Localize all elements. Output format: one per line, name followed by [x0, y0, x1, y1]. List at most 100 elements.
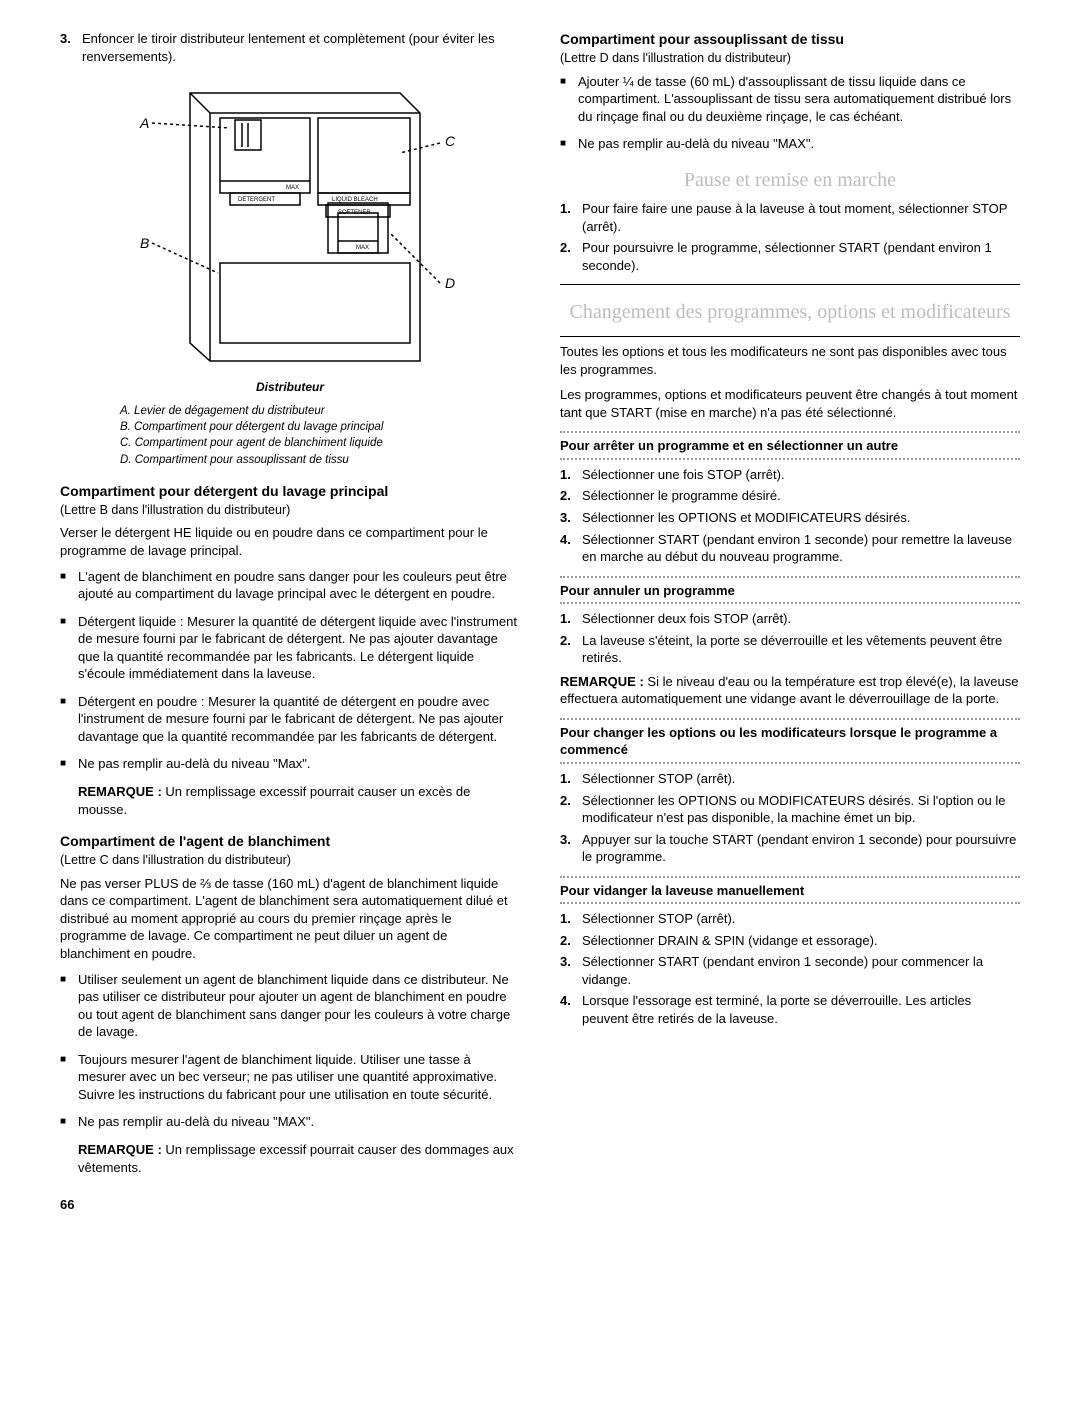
step-num: 2. — [560, 792, 582, 827]
sub1-s4: 4.Sélectionner START (pendant environ 1 … — [560, 531, 1020, 566]
sec2-title: Compartiment de l'agent de blanchiment — [60, 832, 520, 851]
step-text: Sélectionner START (pendant environ 1 se… — [582, 531, 1020, 566]
sub3-s2: 2.Sélectionner les OPTIONS ou MODIFICATE… — [560, 792, 1020, 827]
page-number: 66 — [60, 1196, 520, 1214]
step-num: 1. — [560, 770, 582, 788]
sub1-title: Pour arrêter un programme et en sélectio… — [560, 433, 1020, 458]
step-text: Sélectionner le programme désiré. — [582, 487, 1020, 505]
step-text: Sélectionner une fois STOP (arrêt). — [582, 466, 1020, 484]
sec1-b3: Détergent en poudre : Mesurer la quantit… — [78, 693, 520, 746]
sub4-s4: 4.Lorsque l'essorage est terminé, la por… — [560, 992, 1020, 1027]
step-text: La laveuse s'éteint, la porte se déverro… — [582, 632, 1020, 667]
divider — [560, 284, 1020, 285]
legend-d: D. Compartiment pour assouplissant de ti… — [120, 452, 520, 468]
step-num: 2. — [560, 632, 582, 667]
step-3: 3. Enfoncer le tiroir distributeur lente… — [60, 30, 520, 65]
sub4-title: Pour vidanger la laveuse manuellement — [560, 878, 1020, 903]
sec1-remark: REMARQUE : Un remplissage excessif pourr… — [78, 783, 520, 818]
step-text: Appuyer sur la touche START (pendant env… — [582, 831, 1020, 866]
dispenser-svg: A B C D MAX DETERGENT LIQUID BLEACH SOFT… — [100, 73, 480, 373]
change-p1: Toutes les options et tous les modificat… — [560, 343, 1020, 378]
divider — [560, 336, 1020, 337]
step-num: 1. — [560, 910, 582, 928]
legend-b: B. Compartiment pour détergent du lavage… — [120, 419, 520, 435]
bullet-icon: ■ — [60, 1113, 78, 1131]
sub1-s3: 3.Sélectionner les OPTIONS et MODIFICATE… — [560, 509, 1020, 527]
sec2-sub: (Lettre C dans l'illustration du distrib… — [60, 852, 520, 869]
sub1-box: Pour arrêter un programme et en sélectio… — [560, 431, 1020, 460]
step-text: Pour faire faire une pause à la laveuse … — [582, 200, 1020, 235]
step-num: 3. — [560, 953, 582, 988]
step-text: Pour poursuivre le programme, sélectionn… — [582, 239, 1020, 274]
left-column: 3. Enfoncer le tiroir distributeur lente… — [60, 30, 520, 1214]
step-num: 1. — [560, 200, 582, 235]
sec1-b2: Détergent liquide : Mesurer la quantité … — [78, 613, 520, 683]
bullet-icon: ■ — [560, 73, 578, 126]
change-p2: Les programmes, options et modificateurs… — [560, 386, 1020, 421]
diagram-caption: Distributeur — [60, 379, 520, 395]
remark-label: REMARQUE : — [560, 674, 644, 689]
sec3-sub: (Lettre D dans l'illustration du distrib… — [560, 50, 1020, 67]
step-text: Sélectionner les OPTIONS et MODIFICATEUR… — [582, 509, 1020, 527]
sub1-s2: 2.Sélectionner le programme désiré. — [560, 487, 1020, 505]
bullet-icon: ■ — [60, 613, 78, 683]
step-num: 2. — [560, 239, 582, 274]
sub2-box: Pour annuler un programme — [560, 576, 1020, 605]
dash-line — [560, 602, 1020, 604]
sub2-remark: REMARQUE : Si le niveau d'eau ou la temp… — [560, 673, 1020, 708]
sec2-b1: Utiliser seulement un agent de blanchime… — [78, 971, 520, 1041]
label-d: D — [445, 275, 455, 291]
sec2-intro: Ne pas verser PLUS de ⅔ de tasse (160 mL… — [60, 875, 520, 963]
legend-c: C. Compartiment pour agent de blanchimen… — [120, 435, 520, 451]
pause-step-2: 2.Pour poursuivre le programme, sélectio… — [560, 239, 1020, 274]
dash-line — [560, 902, 1020, 904]
sub1-s1: 1.Sélectionner une fois STOP (arrêt). — [560, 466, 1020, 484]
dash-line — [560, 458, 1020, 460]
diagram-legend: A. Levier de dégagement du distributeur … — [120, 403, 520, 467]
right-column: Compartiment pour assouplissant de tissu… — [560, 30, 1020, 1214]
sec1-title: Compartiment pour détergent du lavage pr… — [60, 482, 520, 501]
bullet-icon: ■ — [60, 755, 78, 773]
sub3-s3: 3.Appuyer sur la touche START (pendant e… — [560, 831, 1020, 866]
step-num: 1. — [560, 610, 582, 628]
step-num: 4. — [560, 992, 582, 1027]
pause-heading: Pause et remise en marche — [560, 167, 1020, 194]
txt-max: MAX — [286, 185, 299, 191]
sub2-title: Pour annuler un programme — [560, 578, 1020, 603]
sec3-b2: Ne pas remplir au-delà du niveau "MAX". — [578, 135, 1020, 153]
sec1-intro: Verser le détergent HE liquide ou en pou… — [60, 524, 520, 559]
sub4-box: Pour vidanger la laveuse manuellement — [560, 876, 1020, 905]
sub2-s2: 2.La laveuse s'éteint, la porte se déver… — [560, 632, 1020, 667]
step-num: 3. — [560, 831, 582, 866]
sec3-b1: Ajouter ¼ de tasse (60 mL) d'assouplissa… — [578, 73, 1020, 126]
bullet-icon: ■ — [60, 971, 78, 1041]
pause-step-1: 1.Pour faire faire une pause à la laveus… — [560, 200, 1020, 235]
page: 3. Enfoncer le tiroir distributeur lente… — [60, 30, 1020, 1214]
label-a: A — [139, 115, 149, 131]
step-num: 1. — [560, 466, 582, 484]
step-text: Lorsque l'essorage est terminé, la porte… — [582, 992, 1020, 1027]
sec2-b2: Toujours mesurer l'agent de blanchiment … — [78, 1051, 520, 1104]
step-num: 3. — [60, 30, 82, 65]
sec1-sub: (Lettre B dans l'illustration du distrib… — [60, 502, 520, 519]
remark-label: REMARQUE : — [78, 784, 162, 799]
step-text: Sélectionner les OPTIONS ou MODIFICATEUR… — [582, 792, 1020, 827]
sec1-b4: Ne pas remplir au-delà du niveau "Max". — [78, 755, 520, 773]
sec1-b1: L'agent de blanchiment en poudre sans da… — [78, 568, 520, 603]
step-num: 4. — [560, 531, 582, 566]
legend-a: A. Levier de dégagement du distributeur — [120, 403, 520, 419]
sub2-s1: 1.Sélectionner deux fois STOP (arrêt). — [560, 610, 1020, 628]
dispenser-diagram: A B C D MAX DETERGENT LIQUID BLEACH SOFT… — [60, 73, 520, 373]
txt-bleach: LIQUID BLEACH — [332, 197, 378, 203]
sec3-title: Compartiment pour assouplissant de tissu — [560, 30, 1020, 49]
sub4-s1: 1.Sélectionner STOP (arrêt). — [560, 910, 1020, 928]
sub3-title: Pour changer les options ou les modifica… — [560, 720, 1020, 762]
step-text: Sélectionner START (pendant environ 1 se… — [582, 953, 1020, 988]
sub3-s1: 1.Sélectionner STOP (arrêt). — [560, 770, 1020, 788]
step-text: Enfoncer le tiroir distributeur lentemen… — [82, 30, 520, 65]
step-text: Sélectionner STOP (arrêt). — [582, 770, 1020, 788]
bullet-icon: ■ — [60, 1051, 78, 1104]
remark-label: REMARQUE : — [78, 1142, 162, 1157]
txt-det: DETERGENT — [238, 197, 275, 203]
sec1-bullets: ■L'agent de blanchiment en poudre sans d… — [60, 568, 520, 773]
